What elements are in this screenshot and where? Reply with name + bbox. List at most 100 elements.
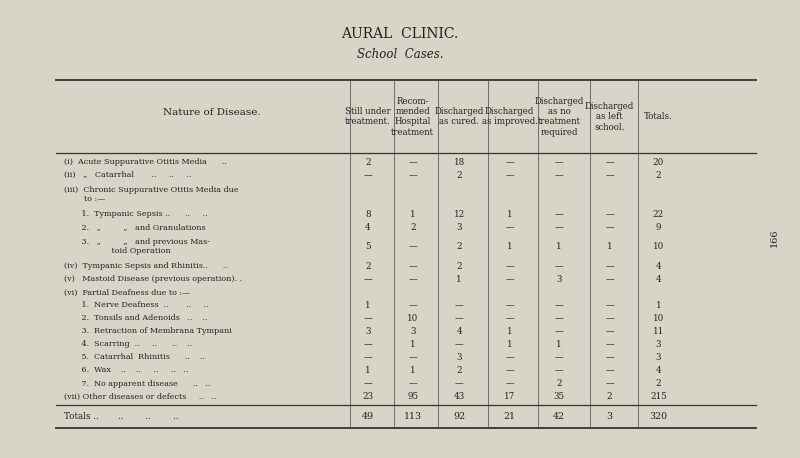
Text: —: —	[606, 379, 614, 388]
Text: —: —	[506, 314, 514, 323]
Text: 2: 2	[365, 158, 371, 167]
Text: 1: 1	[655, 301, 662, 310]
Text: 17: 17	[504, 392, 515, 401]
Text: 2.  Tonsils and Adenoids   ..    ..: 2. Tonsils and Adenoids .. ..	[64, 315, 207, 322]
Text: 4: 4	[655, 366, 662, 375]
Text: 5: 5	[366, 242, 370, 251]
Text: 2: 2	[365, 262, 371, 271]
Text: —: —	[555, 262, 563, 271]
Text: Totals.: Totals.	[644, 112, 673, 121]
Text: 4: 4	[655, 262, 662, 271]
Text: 2: 2	[655, 171, 662, 180]
Text: 10: 10	[407, 314, 418, 323]
Text: Still under
treatment.: Still under treatment.	[345, 107, 391, 126]
Text: —: —	[606, 158, 614, 167]
Text: (iii)  Chronic Suppurative Otitis Media due
        to :—: (iii) Chronic Suppurative Otitis Media d…	[64, 186, 238, 203]
Text: 1: 1	[506, 242, 513, 251]
Text: 3: 3	[366, 327, 370, 336]
Text: —: —	[606, 327, 614, 336]
Text: —: —	[506, 275, 514, 284]
Text: —: —	[455, 301, 463, 310]
Text: 2: 2	[456, 171, 462, 180]
Text: —: —	[555, 301, 563, 310]
Text: 42: 42	[553, 412, 565, 421]
Text: 113: 113	[404, 412, 422, 421]
Text: 215: 215	[650, 392, 666, 401]
Text: 7.  No apparent disease      ..   ..: 7. No apparent disease .. ..	[64, 380, 210, 387]
Text: —: —	[455, 379, 463, 388]
Text: 4: 4	[456, 327, 462, 336]
Text: —: —	[506, 171, 514, 180]
Text: —: —	[606, 223, 614, 232]
Text: 21: 21	[504, 412, 516, 421]
Text: —: —	[606, 210, 614, 219]
Text: Totals ..       ..        ..        ..: Totals .. .. .. ..	[64, 412, 178, 421]
Text: 5.  Catarrhal  Rhinitis      ..    ..: 5. Catarrhal Rhinitis .. ..	[64, 354, 205, 361]
Text: (iv)  Tympanic Sepsis and Rhinitis..      ..: (iv) Tympanic Sepsis and Rhinitis.. ..	[64, 262, 228, 270]
Text: 3: 3	[606, 412, 613, 421]
Text: —: —	[364, 275, 372, 284]
Text: 10: 10	[653, 314, 664, 323]
Text: —: —	[506, 379, 514, 388]
Text: —: —	[555, 327, 563, 336]
Text: —: —	[606, 275, 614, 284]
Text: (i)  Acute Suppurative Otitis Media      ..: (i) Acute Suppurative Otitis Media ..	[64, 158, 227, 166]
Text: —: —	[409, 242, 417, 251]
Text: —: —	[409, 353, 417, 362]
Text: —: —	[409, 301, 417, 310]
Text: 18: 18	[454, 158, 465, 167]
Text: Discharged
as left
school.: Discharged as left school.	[585, 102, 634, 132]
Text: 1: 1	[456, 275, 462, 284]
Text: AURAL  CLINIC.: AURAL CLINIC.	[342, 27, 458, 42]
Text: 1: 1	[410, 366, 416, 375]
Text: 9: 9	[656, 223, 661, 232]
Text: (vi)  Partial Deafness due to :—: (vi) Partial Deafness due to :—	[64, 289, 190, 296]
Text: (vii) Other diseases or defects     ..   ..: (vii) Other diseases or defects .. ..	[64, 393, 216, 401]
Text: 1: 1	[606, 242, 613, 251]
Text: 4: 4	[655, 275, 662, 284]
Text: 1: 1	[556, 340, 562, 349]
Text: 35: 35	[554, 392, 565, 401]
Text: (v)   Mastoid Disease (previous operation). .: (v) Mastoid Disease (previous operation)…	[64, 275, 242, 284]
Text: 1.  Tympanic Sepsis ..      ..     ..: 1. Tympanic Sepsis .. .. ..	[64, 210, 208, 218]
Text: —: —	[409, 379, 417, 388]
Text: 2: 2	[606, 392, 613, 401]
Text: 1: 1	[410, 340, 416, 349]
Text: 4: 4	[365, 223, 371, 232]
Text: 2.   „         „   and Granulations: 2. „ „ and Granulations	[64, 224, 206, 231]
Text: 1: 1	[506, 327, 513, 336]
Text: —: —	[606, 366, 614, 375]
Text: 3: 3	[656, 340, 661, 349]
Text: —: —	[506, 158, 514, 167]
Text: 2: 2	[556, 379, 562, 388]
Text: 20: 20	[653, 158, 664, 167]
Text: Discharged
as improved.: Discharged as improved.	[482, 107, 538, 126]
Text: 92: 92	[453, 412, 466, 421]
Text: Discharged
as no
treatment
required: Discharged as no treatment required	[534, 97, 584, 137]
Text: 2: 2	[456, 366, 462, 375]
Text: —: —	[364, 171, 372, 180]
Text: 1: 1	[365, 301, 371, 310]
Text: —: —	[555, 223, 563, 232]
Text: —: —	[506, 366, 514, 375]
Text: 2: 2	[456, 262, 462, 271]
Text: —: —	[364, 340, 372, 349]
Text: —: —	[364, 353, 372, 362]
Text: —: —	[364, 379, 372, 388]
Text: —: —	[455, 340, 463, 349]
Text: —: —	[506, 353, 514, 362]
Text: Nature of Disease.: Nature of Disease.	[163, 108, 261, 117]
Text: —: —	[606, 340, 614, 349]
Text: 3: 3	[457, 353, 462, 362]
Text: —: —	[555, 353, 563, 362]
Text: 3: 3	[457, 223, 462, 232]
Text: 320: 320	[650, 412, 667, 421]
Text: 4.  Scarring  ..     ..      ..    ..: 4. Scarring .. .. .. ..	[64, 340, 192, 349]
Text: 166: 166	[770, 229, 779, 247]
Text: 49: 49	[362, 412, 374, 421]
Text: —: —	[506, 262, 514, 271]
Text: —: —	[555, 171, 563, 180]
Text: —: —	[606, 301, 614, 310]
Text: —: —	[455, 314, 463, 323]
Text: —: —	[506, 223, 514, 232]
